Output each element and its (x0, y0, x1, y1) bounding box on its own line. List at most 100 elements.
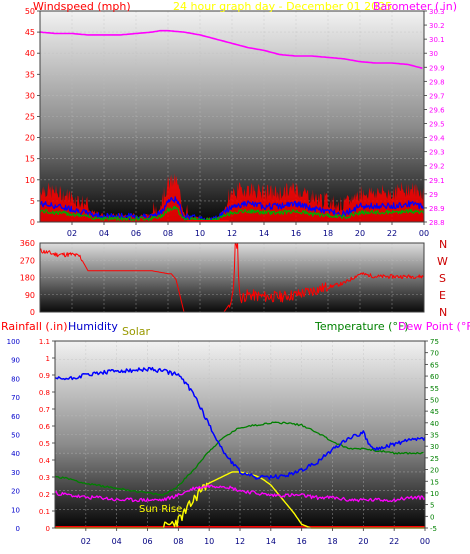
temperature-tick-label: 55 (430, 385, 439, 393)
rainfall-tick-label: 0 (46, 525, 50, 533)
rainfall-tick-label: 1.1 (39, 338, 50, 346)
right-tick-label: 29.8 (429, 78, 445, 86)
temperature-tick-label: 45 (430, 408, 439, 416)
right-tick-label: 30.2 (429, 22, 445, 30)
humidity-tick-label: 100 (7, 338, 20, 346)
x-tick-label: 16 (291, 229, 301, 238)
right-tick-label: 29.4 (429, 135, 445, 143)
right-tick-label: 29 (429, 191, 438, 199)
left-tick-label: 10 (25, 176, 35, 185)
left-tick-label: 15 (25, 155, 35, 164)
plot-border (54, 340, 426, 529)
temperature-line (54, 421, 424, 496)
right-tick-label: 29.7 (429, 92, 445, 100)
x-tick-label: 00 (420, 537, 430, 546)
x-tick-label: 20 (358, 537, 368, 546)
dir-tick-label: 180 (20, 274, 35, 283)
right-tick-label: 29.1 (429, 177, 445, 185)
x-tick-label: 20 (355, 229, 365, 238)
dewpoint-label: Dew Point (°F) (398, 320, 470, 333)
left-tick-label: 30 (25, 91, 35, 100)
right-tick-label: 29.5 (429, 121, 445, 129)
x-tick-label: 14 (259, 229, 269, 238)
humidity-tick-label: 80 (11, 375, 20, 383)
humidity-tick-label: 0 (16, 525, 20, 533)
x-tick-label: 22 (389, 537, 399, 546)
x-tick-label: 04 (99, 229, 109, 238)
dir-tick-label: 90 (25, 291, 35, 300)
x-tick-label: 12 (227, 229, 237, 238)
temperature-tick-label: 5 (430, 502, 434, 510)
x-tick-label: 08 (173, 537, 183, 546)
x-tick-label: 08 (163, 229, 173, 238)
x-tick-label: 16 (297, 537, 307, 546)
x-tick-label: 18 (323, 229, 333, 238)
x-tick-label: 00 (419, 229, 429, 238)
humidity-tick-label: 30 (11, 469, 20, 477)
x-tick-label: 04 (112, 537, 122, 546)
x-tick-label: 22 (387, 229, 397, 238)
right-tick-label: 30.1 (429, 36, 445, 44)
windspeed-label: Windspeed (mph) (33, 0, 131, 13)
humidity-tick-label: 20 (11, 488, 20, 496)
rainfall-tick-label: 0.5 (39, 440, 50, 448)
right-tick-label: 30 (429, 50, 438, 58)
solar-label: Solar (122, 325, 151, 338)
humidity-label: Humidity (68, 320, 118, 333)
temperature-tick-label: -5 (430, 525, 437, 533)
right-tick-label: 29.9 (429, 64, 445, 72)
rainfall-tick-label: 0.3 (39, 474, 50, 482)
left-tick-label: 25 (25, 113, 35, 122)
compass-label-e: E (439, 289, 446, 302)
wind-low-line (39, 205, 424, 223)
barometer-line (39, 29, 423, 70)
right-tick-label: 28.8 (429, 219, 445, 227)
temperature-label: Temperature (°F) (314, 320, 409, 333)
left-tick-label: 45 (25, 28, 35, 37)
wind-avg-line (39, 196, 424, 223)
right-tick-label: 29.6 (429, 106, 445, 114)
dir-tick-label: 0 (30, 308, 35, 317)
plot-border (39, 242, 425, 313)
rainfall-label: Rainfall (.in) (1, 320, 68, 333)
humidity-tick-label: 90 (11, 357, 20, 365)
rainfall-tick-label: 0.4 (39, 457, 51, 465)
temperature-tick-label: 65 (430, 361, 439, 369)
graph-title: 24 hour graph day - December 01 2025 (173, 0, 392, 13)
temperature-tick-label: 60 (430, 373, 439, 381)
compass-label-s: S (439, 272, 446, 285)
temperature-tick-label: 50 (430, 396, 439, 404)
temperature-tick-label: 10 (430, 490, 439, 498)
temperature-tick-label: 75 (430, 338, 439, 346)
temperature-tick-label: 0 (430, 513, 434, 521)
rainfall-tick-label: 0.1 (39, 508, 50, 516)
rainfall-tick-label: 0.6 (39, 423, 51, 431)
x-tick-label: 02 (67, 229, 77, 238)
right-tick-label: 28.9 (429, 205, 445, 213)
humidity-tick-label: 70 (11, 394, 20, 402)
sunrise-label: Sun Rise (139, 504, 182, 515)
left-tick-label: 20 (25, 134, 35, 143)
left-tick-label: 5 (30, 197, 35, 206)
dewpoint-line (54, 484, 426, 503)
x-tick-label: 18 (327, 537, 337, 546)
temperature-tick-label: 20 (430, 467, 439, 475)
rainfall-tick-label: 0.2 (39, 491, 50, 499)
barometer-label: Barometer (.in) (373, 0, 457, 13)
dir-tick-label: 270 (20, 256, 35, 265)
x-tick-label: 10 (204, 537, 214, 546)
rainfall-tick-label: 1 (46, 355, 50, 363)
humidity-tick-label: 10 (11, 506, 20, 514)
humidity-tick-label: 50 (11, 432, 20, 440)
x-tick-label: 02 (81, 537, 91, 546)
dir-tick-label: 360 (20, 239, 35, 248)
temperature-tick-label: 25 (430, 455, 439, 463)
humidity-tick-label: 40 (11, 450, 20, 458)
wind-direction-line (39, 242, 424, 313)
rainfall-tick-label: 0.9 (39, 372, 50, 380)
compass-label-n-bottom: N (439, 306, 447, 319)
humidity-line (54, 366, 426, 480)
left-tick-label: 35 (25, 70, 35, 79)
temperature-tick-label: 15 (430, 478, 439, 486)
temperature-tick-label: 35 (430, 432, 439, 440)
